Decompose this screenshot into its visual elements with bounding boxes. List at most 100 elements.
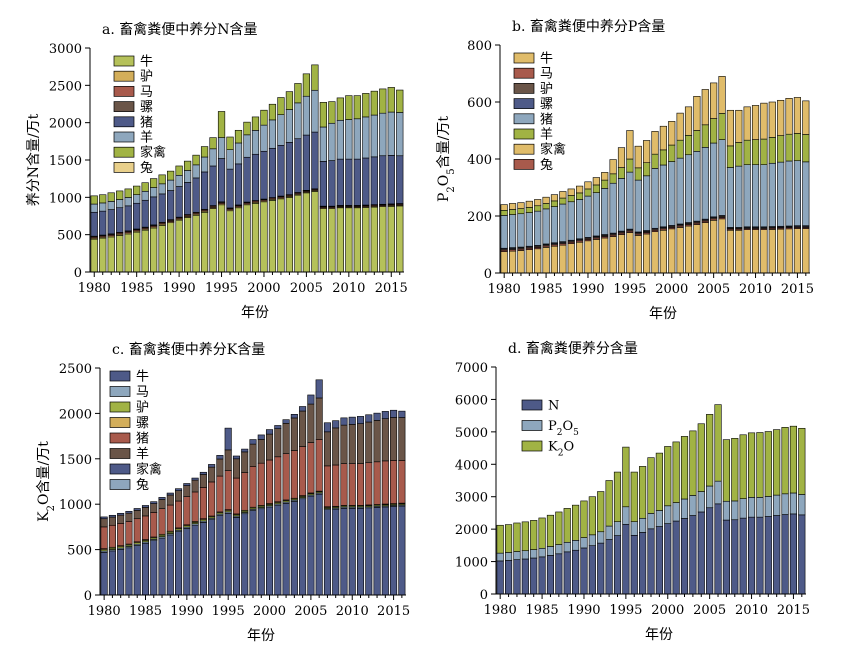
legend-label: 马	[136, 385, 149, 400]
bar-segment	[266, 433, 274, 461]
legend-label: 羊	[140, 130, 153, 146]
bar-segment	[743, 106, 751, 141]
bar-segment	[630, 471, 638, 522]
bar-segment	[496, 560, 504, 595]
legend-swatch	[109, 463, 131, 475]
bar-segment	[192, 214, 200, 273]
legend-swatch	[113, 131, 135, 143]
bar-segment	[328, 122, 336, 161]
bar-segment	[760, 138, 768, 166]
bar-segment	[224, 427, 232, 451]
y-axis-label: P2O5含量/万t	[436, 116, 457, 202]
chart-title: b. 畜禽粪便中养分P含量	[512, 18, 665, 35]
legend-label: 马	[540, 67, 553, 82]
legend-swatch	[513, 113, 535, 125]
bar-segment	[141, 229, 149, 273]
bar-segment	[200, 171, 209, 210]
bar-segment	[192, 177, 200, 213]
bar-segment	[150, 540, 158, 596]
legend-label: 羊	[136, 446, 149, 462]
bar-segment	[216, 455, 224, 460]
bar-segment	[150, 187, 158, 198]
bar-segment	[200, 146, 209, 158]
bar-segment	[777, 228, 785, 274]
bar-segment	[676, 112, 684, 141]
bar-segment	[260, 109, 268, 126]
bar-segment	[166, 492, 174, 496]
legend-swatch	[113, 86, 135, 97]
bar-segment	[332, 427, 340, 466]
legend-label: 驴	[140, 69, 153, 85]
bar-segment	[731, 438, 739, 502]
bar-segment	[133, 518, 141, 543]
bar-segment	[622, 446, 630, 508]
bar-segment	[664, 523, 672, 595]
bar-segment	[756, 497, 764, 518]
bar-segment	[379, 88, 387, 114]
bar-segment	[108, 550, 116, 596]
bar-segment	[379, 155, 387, 205]
bar-segment	[251, 203, 260, 273]
bar-segment	[90, 238, 98, 273]
bar-segment	[530, 557, 538, 595]
bar-segment	[559, 197, 567, 205]
bar-segment	[158, 499, 166, 509]
legend-label: 家禽	[540, 142, 566, 158]
bar-segment	[398, 410, 406, 418]
bar-segment	[241, 513, 249, 596]
x-axis-label: 年份	[649, 306, 677, 322]
bar-segment	[328, 208, 336, 273]
bar-segment	[234, 129, 243, 144]
bar-segment	[217, 158, 226, 203]
bar-segment	[158, 225, 166, 273]
bar-segment	[216, 458, 224, 477]
bar-segment	[167, 179, 175, 191]
bar-segment	[199, 471, 207, 475]
bar-segment	[680, 436, 689, 500]
bar-segment	[751, 164, 760, 228]
bar-segment	[336, 207, 344, 273]
bar-segment	[345, 95, 353, 120]
bar-segment	[601, 188, 609, 235]
bar-segment	[345, 119, 353, 160]
bar-segment	[224, 512, 232, 596]
bar-segment	[158, 174, 166, 185]
bar-segment	[693, 96, 701, 131]
bar-segment	[668, 161, 676, 226]
bar-segment	[285, 197, 294, 273]
bar-segment	[525, 200, 533, 208]
legend-label: 兔	[140, 161, 153, 176]
bar-segment	[777, 99, 785, 136]
bar-segment	[241, 448, 249, 453]
bar-segment	[387, 205, 395, 273]
bar-segment	[133, 202, 141, 230]
bar-segment	[781, 493, 789, 515]
legend-label: 骡	[140, 100, 153, 115]
bar-segment	[274, 428, 282, 458]
bar-segment	[365, 462, 373, 506]
bar-segment	[706, 507, 714, 595]
bar-segment	[676, 157, 684, 225]
chart-title: a. 畜禽粪便中养分N含量	[102, 21, 258, 38]
x-tick-label: 2010	[336, 604, 369, 619]
bar-segment	[302, 95, 311, 136]
bar-segment	[672, 502, 680, 522]
bar-segment	[517, 202, 525, 209]
bar-segment	[580, 537, 588, 549]
bar-segment	[175, 175, 183, 187]
x-tick-label: 2005	[697, 282, 730, 297]
bar-segment	[282, 502, 290, 596]
bar-segment	[710, 142, 718, 218]
legend-label: N	[548, 399, 559, 414]
x-axis-label: 年份	[241, 305, 269, 321]
bar-segment	[257, 508, 265, 596]
y-tick-label: 1000	[49, 191, 82, 206]
bar-segment	[107, 201, 115, 210]
bar-segment	[718, 218, 726, 274]
bar-segment	[302, 192, 311, 273]
bar-segment	[125, 547, 133, 596]
bar-segment	[739, 434, 747, 499]
bar-segment	[592, 177, 600, 186]
bar-segment	[588, 496, 596, 536]
bar-segment	[175, 165, 183, 176]
